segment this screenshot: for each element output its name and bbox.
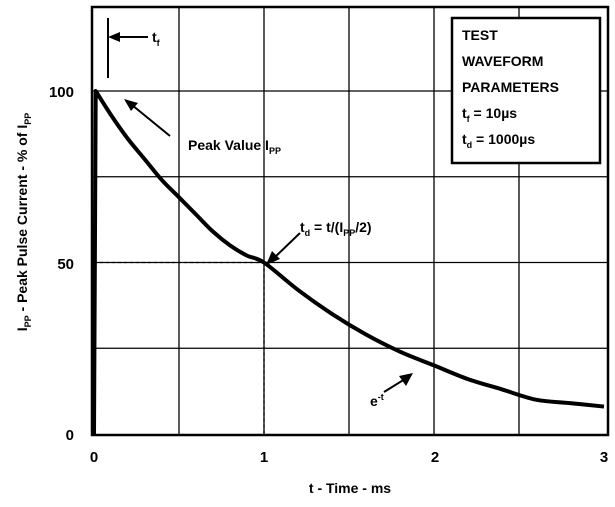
box-line-td: td = 1000µs [462,131,535,150]
x-tick-label-0: 0 [90,449,98,466]
exp-arrow-head [399,373,413,386]
waveform-curve [92,89,605,435]
x-tick-label-3: 3 [600,449,608,466]
y-axis-title: IPP - Peak Pulse Current - % of IPP [14,113,33,332]
td-arrow-head [266,251,280,265]
box-line-2: WAVEFORM [462,53,543,69]
x-tick-label-2: 2 [431,449,439,466]
peak-value-label: Peak Value IPP [188,137,281,156]
half-value-reference-lines [94,261,265,434]
plot-frame [90,5,610,437]
parameters-box [450,16,602,165]
td-arrow-line [273,232,301,259]
td-label: td = t/(IPP/2) [300,219,372,238]
y-tick-label-100: 100 [49,84,74,101]
peak-arrow-line [131,104,171,137]
x-axis-title: t - Time - ms [309,480,391,496]
tf-arrow-head [108,32,120,42]
y-tick-label-0: 0 [66,427,74,444]
box-line-tf: tf = 10µs [462,105,517,124]
y-tick-label-50: 50 [57,256,74,273]
peak-arrow-head [124,99,138,111]
x-tick-label-1: 1 [260,449,268,466]
box-line-1: TEST [462,27,498,43]
tf-label: tf [152,29,161,48]
exp-arrow-line [383,378,406,393]
exp-label: e-t [370,392,384,409]
box-line-3: PARAMETERS [462,79,559,95]
